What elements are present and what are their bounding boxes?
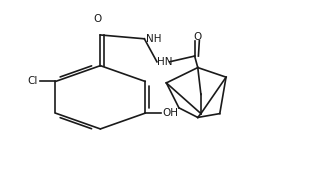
Text: O: O bbox=[93, 14, 101, 24]
Text: HN: HN bbox=[157, 57, 172, 67]
Text: Cl: Cl bbox=[28, 76, 38, 86]
Text: OH: OH bbox=[163, 108, 178, 118]
Text: O: O bbox=[194, 32, 202, 42]
Text: NH: NH bbox=[146, 34, 161, 44]
